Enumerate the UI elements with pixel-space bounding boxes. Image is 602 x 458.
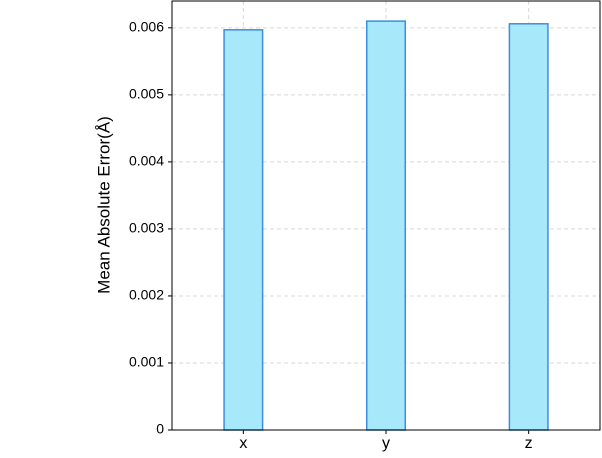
y-tick-label: 0 bbox=[156, 421, 164, 437]
y-tick-label: 0.003 bbox=[129, 220, 164, 236]
bar bbox=[223, 29, 264, 431]
y-tick-label: 0.001 bbox=[129, 354, 164, 370]
y-tick-label: 0.002 bbox=[129, 287, 164, 303]
bar bbox=[365, 20, 407, 431]
x-tick-label: z bbox=[525, 435, 533, 452]
y-tick-label: 0.005 bbox=[129, 86, 164, 102]
plot-frame bbox=[171, 0, 601, 431]
y-axis-label: Mean Absolute Error(Å) bbox=[94, 116, 113, 294]
x-tick-label: y bbox=[382, 435, 390, 452]
x-tick-label: x bbox=[239, 435, 247, 452]
y-tick-label: 0.004 bbox=[129, 153, 164, 169]
bar bbox=[508, 23, 549, 431]
y-tick-label: 0.006 bbox=[129, 19, 164, 35]
